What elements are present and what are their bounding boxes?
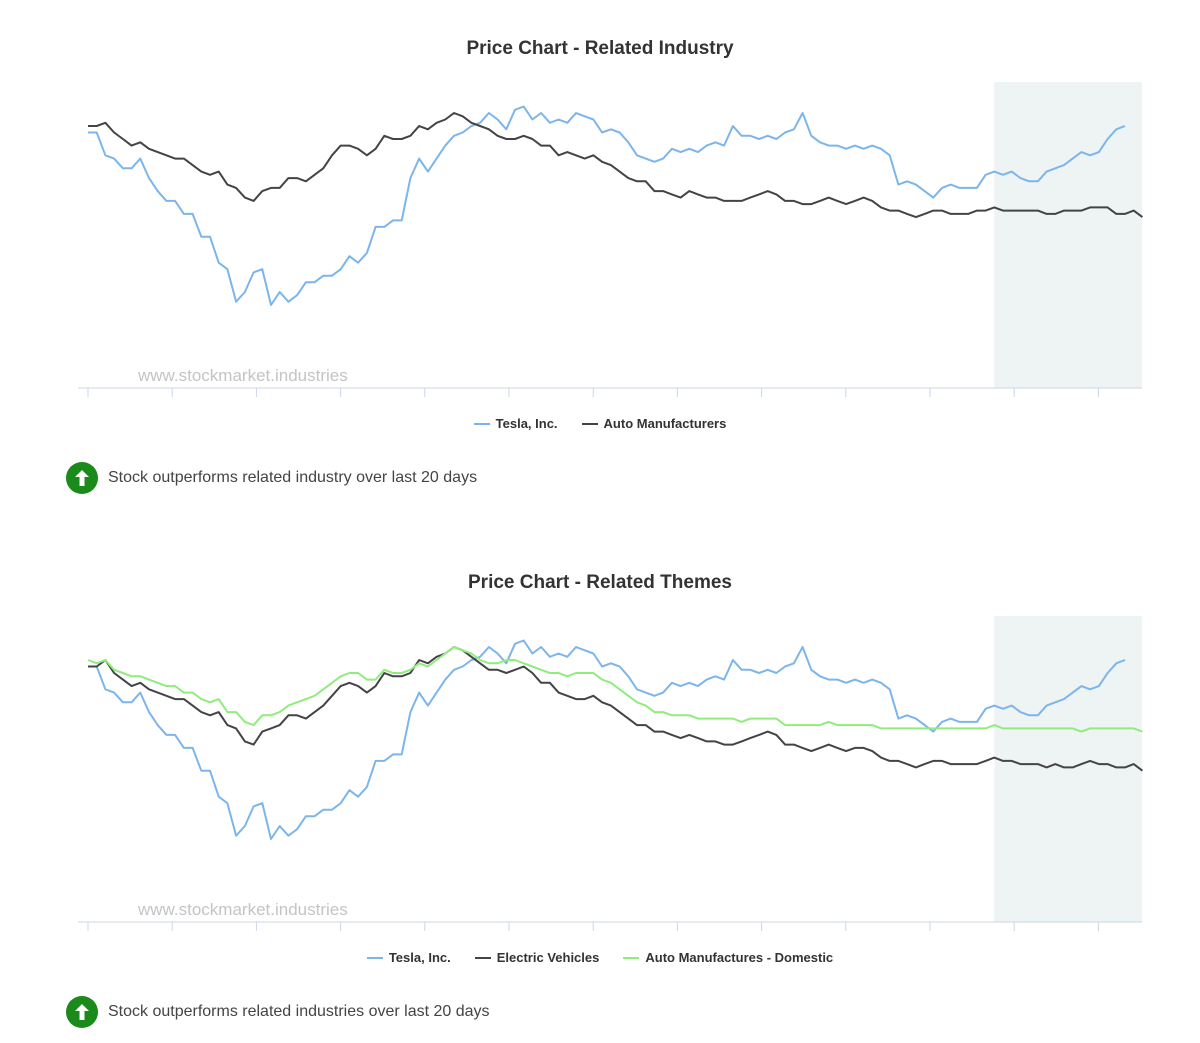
legend-item-electric-vehicles[interactable]: Electric Vehicles (474, 950, 600, 965)
legend-label: Auto Manufacturers (603, 416, 727, 431)
chart-legend: Tesla, Inc. Electric Vehicles Auto Manuf… (0, 950, 1200, 965)
up-arrow-icon (66, 996, 98, 1028)
performance-note: Stock outperforms related industry over … (66, 462, 477, 494)
legend-item-tesla[interactable]: Tesla, Inc. (366, 950, 451, 965)
series-line-1[interactable] (88, 646, 1144, 772)
industry-price-chart: www.stockmarket.industries (78, 82, 1143, 397)
legend-item-auto-manufactures-domestic[interactable]: Auto Manufactures - Domestic (623, 950, 833, 965)
chart-title: Price Chart - Related Themes (468, 572, 732, 593)
legend-label: Auto Manufactures - Domestic (645, 950, 834, 965)
chart-legend: Tesla, Inc. Auto Manufacturers (0, 416, 1200, 431)
legend-swatch (581, 422, 598, 425)
up-arrow-icon (66, 462, 98, 494)
highlight-region (994, 616, 1142, 922)
legend-swatch (623, 956, 640, 959)
series-line-0[interactable] (88, 639, 1126, 840)
legend-label: Tesla, Inc. (495, 416, 558, 431)
series-line-0[interactable] (88, 105, 1126, 306)
legend-item-tesla[interactable]: Tesla, Inc. (473, 416, 558, 431)
series-line-1[interactable] (88, 112, 1143, 219)
legend-label: Tesla, Inc. (388, 950, 451, 965)
watermark: www.stockmarket.industries (137, 900, 348, 919)
performance-note: Stock outperforms related industries ove… (66, 996, 490, 1028)
chart-title: Price Chart - Related Industry (466, 38, 734, 59)
watermark: www.stockmarket.industries (137, 366, 348, 385)
industry-chart-panel: Price Chart - Related Industry www.stock… (0, 0, 1200, 520)
highlight-region (994, 82, 1142, 388)
legend-label: Electric Vehicles (496, 950, 600, 965)
legend-item-auto-manufacturers[interactable]: Auto Manufacturers (581, 416, 727, 431)
performance-note-text: Stock outperforms related industry over … (108, 469, 478, 486)
themes-chart-panel: Price Chart - Related Themes www.stockma… (0, 534, 1200, 1043)
legend-swatch (366, 956, 383, 959)
performance-note-text: Stock outperforms related industries ove… (108, 1003, 490, 1020)
series-line-2[interactable] (87, 646, 1143, 733)
legend-swatch (473, 422, 490, 425)
legend-swatch (474, 956, 491, 959)
themes-price-chart: www.stockmarket.industries (78, 616, 1144, 931)
